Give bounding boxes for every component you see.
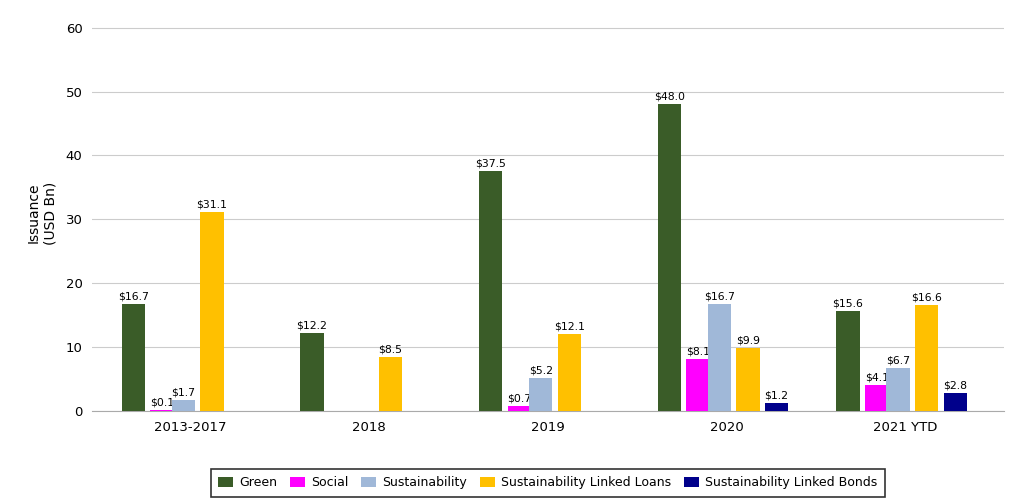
Text: $5.2: $5.2 [528,365,553,375]
Text: $0.1: $0.1 [150,398,174,408]
Bar [558,334,581,411]
Text: $37.5: $37.5 [475,159,506,169]
Text: $16.7: $16.7 [118,292,148,302]
Bar [915,305,938,411]
Bar [944,393,967,411]
Text: $6.7: $6.7 [886,356,910,366]
Text: $1.2: $1.2 [765,391,788,401]
Bar [300,333,324,411]
Text: $48.0: $48.0 [654,92,685,102]
Text: $4.1: $4.1 [864,372,889,382]
Text: $16.6: $16.6 [911,292,942,302]
Bar [708,304,731,411]
Bar [736,348,760,411]
Text: $9.9: $9.9 [736,335,760,345]
Bar [765,403,788,411]
Text: $1.7: $1.7 [171,387,196,397]
Bar [837,311,860,411]
Bar [887,368,909,411]
Bar [151,410,173,411]
Bar [865,385,888,411]
Bar [657,104,681,411]
Text: $8.5: $8.5 [379,344,402,354]
Text: $16.7: $16.7 [703,292,735,302]
Bar [122,304,144,411]
Text: $0.7: $0.7 [507,394,531,404]
Bar [686,359,710,411]
Bar [529,378,552,411]
Text: $2.8: $2.8 [943,380,968,390]
Text: $31.1: $31.1 [197,200,227,210]
Text: $12.1: $12.1 [554,321,585,331]
Legend: Green, Social, Sustainability, Sustainability Linked Loans, Sustainability Linke: Green, Social, Sustainability, Sustainab… [211,468,885,496]
Bar [479,171,502,411]
Bar [172,400,195,411]
Bar [508,406,530,411]
Y-axis label: Issuance
(USD Bn): Issuance (USD Bn) [27,181,57,244]
Bar [201,212,223,411]
Text: $8.1: $8.1 [686,347,710,357]
Text: $15.6: $15.6 [833,299,863,309]
Bar [379,357,402,411]
Text: $12.2: $12.2 [297,320,328,330]
